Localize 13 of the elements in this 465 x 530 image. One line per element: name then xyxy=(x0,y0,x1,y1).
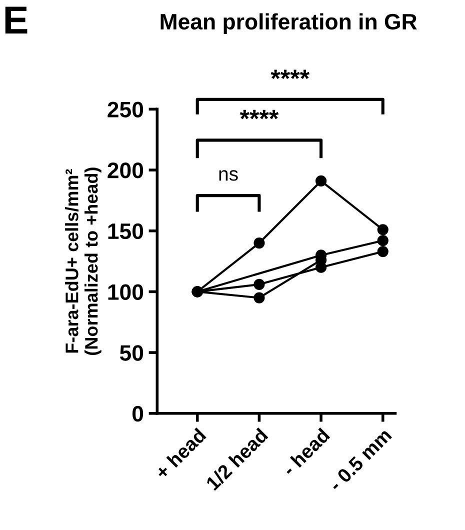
text: **** xyxy=(270,70,310,80)
y-axis-title: F-ara-EdU+ cells/mm² (Normalized to +head) xyxy=(65,168,102,355)
chart-title: Mean proliferation in GR xyxy=(160,13,417,34)
annotation: ns xyxy=(219,170,238,181)
x-tick-label: - 0.5 mm xyxy=(333,430,392,490)
y-tick-label: 50 xyxy=(120,345,144,361)
y-tick-label: 0 xyxy=(132,406,144,422)
y-tick-label: 200 xyxy=(108,162,144,178)
y-tick-label: 150 xyxy=(108,223,144,240)
y-tick-label: 100 xyxy=(108,284,144,300)
y-tick-label: 250 xyxy=(108,102,144,118)
annotation: **** xyxy=(240,110,279,120)
text: E xyxy=(5,6,28,34)
